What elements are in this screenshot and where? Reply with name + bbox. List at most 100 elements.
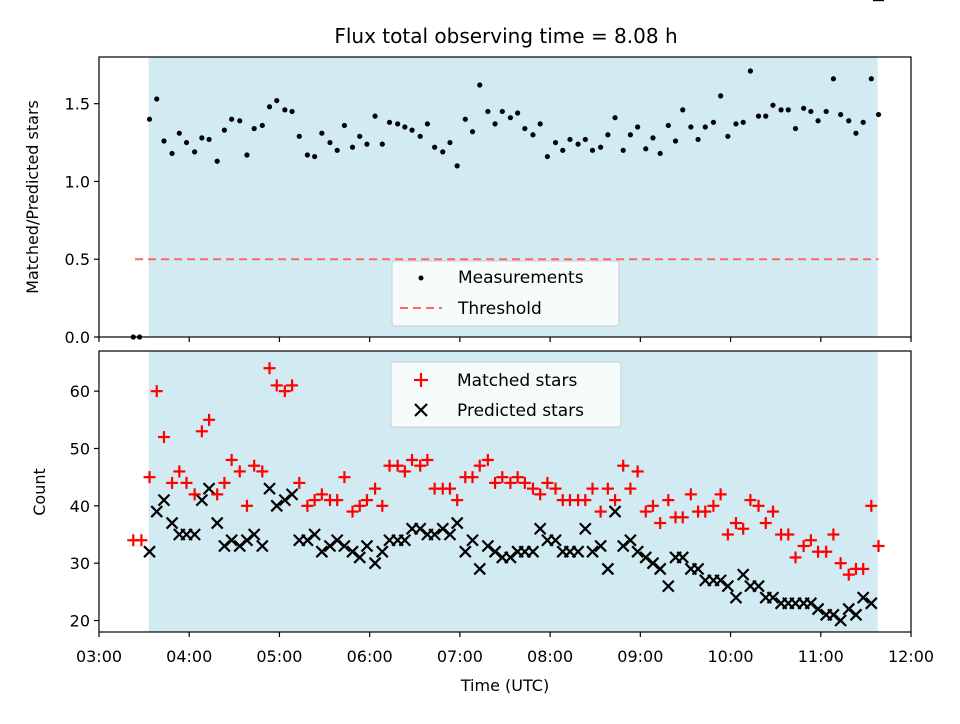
measurement-point (259, 122, 265, 129)
measurement-point (395, 121, 401, 127)
matched-stars-point (286, 379, 299, 392)
matched-stars-point (646, 499, 659, 512)
measurement-point (740, 119, 746, 125)
measurement-point (424, 121, 431, 127)
matched-stars-point (346, 505, 359, 518)
measurement-point (432, 144, 438, 150)
matched-stars-point (744, 494, 757, 507)
measurement-point (304, 152, 311, 158)
measurement-point (808, 108, 814, 115)
measurement-point (650, 135, 656, 141)
measurement-point (643, 146, 649, 152)
predicted-stars-point (676, 551, 690, 564)
matched-legend-marker (414, 373, 428, 387)
measurement-point (221, 127, 228, 133)
matched-stars-point (721, 528, 734, 541)
matched-stars-point (617, 459, 630, 472)
matched-stars-point (173, 465, 186, 478)
measurement-point (507, 115, 514, 121)
measurement-point (334, 147, 340, 153)
matched-stars-point (398, 465, 411, 478)
matched-stars-point (766, 505, 779, 518)
measurement-point (815, 118, 821, 124)
x-tick-label: 05:00 (256, 647, 302, 666)
matched-stars-point (541, 476, 554, 489)
matched-stars-point (586, 482, 599, 495)
measurement-point (161, 138, 167, 144)
matched-stars-point (218, 476, 231, 489)
x-tick-label: 10:00 (708, 647, 754, 666)
matched-stars-point (369, 482, 382, 495)
matched-stars-point (360, 494, 373, 507)
threshold-legend-label: Threshold (457, 299, 542, 319)
measurement-point (469, 129, 476, 135)
measurement-point (552, 139, 559, 146)
x-tick-label: 03:00 (76, 647, 122, 666)
matched-stars-point (631, 465, 644, 478)
x-tick-label: 12:00 (888, 647, 934, 666)
matched-stars-point (549, 482, 562, 495)
measurement-points (130, 68, 882, 340)
predicted-stars-point (631, 545, 644, 558)
matched-stars-point (331, 494, 344, 507)
predicted-stars-point (398, 533, 412, 547)
measurement-point (146, 116, 153, 122)
measurement-point (635, 124, 641, 130)
predicted-stars-point (526, 545, 540, 558)
measurement-point (868, 76, 874, 82)
matched-stars-point (376, 499, 389, 512)
count-legend: Matched stars Predicted stars (390, 361, 622, 428)
matched-stars-point (248, 459, 261, 472)
matched-stars-point (150, 385, 163, 398)
matched-stars-point (594, 505, 607, 518)
matched-stars-point (639, 505, 652, 518)
matched-stars-point (301, 499, 314, 512)
x-tick-label: 09:00 (617, 647, 663, 666)
matched-stars-point (135, 534, 148, 547)
measurement-point (853, 130, 859, 136)
measurement-point (274, 97, 280, 104)
measurement-point (755, 113, 762, 119)
measurement-point (589, 147, 596, 153)
measurement-point (319, 130, 325, 136)
measurement-point (830, 76, 837, 82)
ratio-y-axis-label: Matched/Predicted stars (23, 100, 42, 294)
predicted-stars-point (752, 579, 765, 593)
matched-stars-point (707, 499, 720, 512)
count-y-tick-label: 50 (70, 439, 90, 458)
predicted-stars-point (579, 522, 592, 536)
predicted-stars-point (608, 505, 622, 518)
predicted-stars-point (549, 533, 562, 547)
predicted-stars-point (586, 545, 599, 558)
matched-stars-point (842, 568, 855, 581)
measurement-point (409, 127, 415, 133)
predicted-stars-point (473, 562, 487, 576)
measurement-point (823, 108, 829, 115)
predicted-stars-point (376, 545, 389, 558)
ratio-legend-box (391, 260, 620, 327)
matched-stars-point (834, 557, 847, 570)
predicted-stars-point (308, 528, 321, 541)
matched-stars-point (865, 499, 878, 512)
matched-stars-point (451, 494, 464, 507)
matched-stars-point (684, 488, 697, 501)
predicted-stars-point (533, 522, 547, 536)
matched-stars-point (481, 453, 494, 466)
matched-stars-point (180, 476, 193, 489)
measurement-point (229, 116, 235, 122)
matched-stars-point (225, 453, 238, 466)
measurement-point (567, 136, 573, 143)
matched-legend-label: Matched stars (457, 371, 577, 391)
measurement-point (838, 111, 844, 118)
predicted-stars-point (263, 482, 276, 495)
measurement-point (582, 136, 588, 143)
measurement-point (612, 115, 618, 121)
measurements-legend-marker (418, 275, 424, 281)
matched-stars-point (270, 379, 283, 392)
matched-stars-point (624, 482, 637, 495)
predicted-stars-point (624, 533, 637, 547)
measurement-point (665, 122, 671, 129)
measurement-point (296, 133, 302, 139)
matched-stars-point (579, 494, 592, 507)
measurement-point (792, 125, 799, 132)
